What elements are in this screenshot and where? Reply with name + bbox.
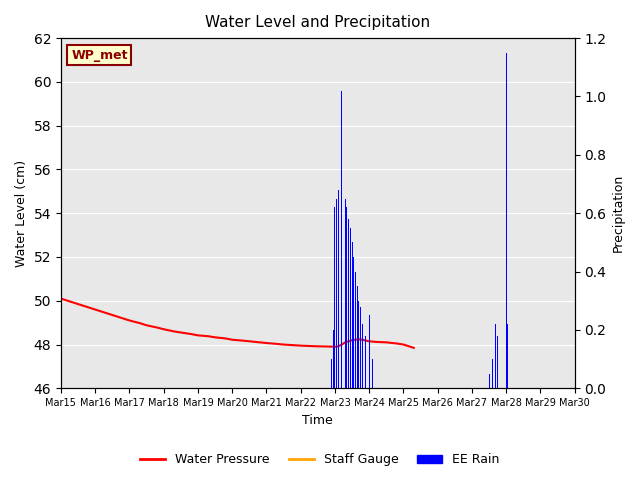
Bar (360, 307, 361, 388)
Water Pressure (351, 337, 359, 343)
Water Pressure (345, 338, 353, 344)
Water Pressure (256, 339, 264, 345)
Bar (331, 359, 332, 388)
Water Pressure (307, 343, 315, 349)
X-axis label: Time: Time (303, 414, 333, 427)
Water Pressure (341, 339, 349, 345)
Water Pressure (74, 301, 82, 307)
Legend: Water Pressure, Staff Gauge, EE Rain: Water Pressure, Staff Gauge, EE Rain (136, 448, 504, 471)
Water Pressure (335, 343, 342, 349)
Bar (348, 219, 349, 388)
Water Pressure (355, 336, 363, 342)
Title: Water Level and Precipitation: Water Level and Precipitation (205, 15, 430, 30)
Water Pressure (221, 336, 229, 341)
Water Pressure (358, 337, 366, 343)
Water Pressure (194, 333, 202, 338)
Water Pressure (273, 341, 280, 347)
Bar (356, 286, 358, 388)
Water Pressure (57, 296, 65, 301)
Water Pressure (372, 339, 380, 345)
Water Pressure (348, 337, 356, 343)
Bar (362, 324, 363, 388)
Water Pressure (125, 318, 133, 324)
Water Pressure (228, 337, 236, 343)
Water Pressure (119, 315, 127, 321)
Water Pressure (410, 345, 417, 351)
Water Pressure (61, 297, 68, 302)
Bar (365, 336, 366, 388)
Water Pressure (64, 298, 72, 304)
Water Pressure (314, 343, 322, 349)
Water Pressure (246, 338, 253, 344)
Water Pressure (331, 344, 339, 349)
Water Pressure (297, 343, 305, 348)
Water Pressure (290, 342, 298, 348)
Bar (338, 190, 339, 388)
Water Pressure (153, 324, 161, 330)
Water Pressure (92, 307, 99, 312)
Water Pressure (108, 312, 116, 318)
Bar (355, 272, 356, 388)
Water Pressure (177, 330, 184, 336)
Water Pressure (280, 342, 287, 348)
Water Pressure (362, 338, 370, 344)
Bar (351, 242, 353, 388)
Water Pressure (188, 331, 195, 337)
Water Pressure (338, 342, 346, 348)
Water Pressure (102, 310, 109, 316)
Bar (492, 359, 493, 388)
Water Pressure (81, 303, 89, 309)
Line: Water Pressure: Water Pressure (61, 299, 413, 348)
Y-axis label: Water Level (cm): Water Level (cm) (15, 160, 28, 267)
Water Pressure (143, 323, 150, 328)
Bar (350, 228, 351, 388)
Water Pressure (160, 326, 168, 332)
Text: WP_met: WP_met (71, 48, 127, 61)
Water Pressure (324, 344, 332, 349)
Bar (495, 324, 497, 388)
Y-axis label: Precipitation: Precipitation (612, 174, 625, 252)
Bar (353, 257, 355, 388)
Water Pressure (204, 333, 212, 339)
Bar (346, 207, 348, 388)
Bar (336, 199, 337, 388)
Bar (506, 53, 507, 388)
Water Pressure (262, 340, 270, 346)
Bar (341, 91, 342, 388)
Bar (369, 315, 370, 388)
Water Pressure (211, 335, 219, 340)
Water Pressure (365, 338, 373, 344)
Water Pressure (170, 328, 178, 334)
Bar (497, 336, 498, 388)
Bar (488, 374, 490, 388)
Water Pressure (239, 338, 246, 344)
Bar (372, 359, 373, 388)
Water Pressure (399, 342, 407, 348)
Water Pressure (67, 299, 75, 305)
Bar (345, 199, 346, 388)
Water Pressure (136, 320, 143, 326)
Bar (358, 301, 360, 388)
Water Pressure (383, 339, 390, 345)
Water Pressure (393, 341, 401, 347)
